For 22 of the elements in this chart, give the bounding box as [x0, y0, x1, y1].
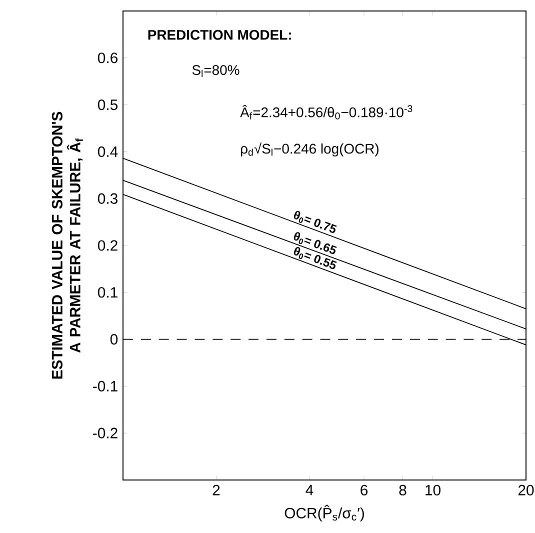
- x-tick-label: 8: [399, 484, 406, 496]
- x-tick-label: 2: [212, 484, 220, 496]
- text: θ$_{0}$= 0.75: [294, 210, 337, 233]
- y-tick-label: 0.1: [98, 287, 118, 298]
- y-tick-label: 0.2: [98, 240, 118, 251]
- y-tick-label: 0: [110, 334, 118, 345]
- annotation: S$_{l}$=80%: [192, 65, 240, 78]
- y-tick-label: 0.4: [98, 146, 118, 157]
- y-tick-label: 0.5: [98, 99, 118, 110]
- annotation: ρ$_{d}$√S$_{l}$−0.246 log(OCR): [240, 142, 378, 156]
- x-tick-label: 4: [306, 484, 314, 496]
- y-axis-title: ESTIMATED VALUE OF SKEMPTON'S A PARMETER AT FAILURE, Â$_{f}$: [52, 112, 83, 379]
- annotation: Â$_{f}$=2.34+0.56/θ$_{0}$−0.189·10$^{-3}$: [240, 104, 412, 120]
- x-tick-label: 20: [518, 484, 534, 496]
- x-tick-label: 6: [360, 484, 368, 496]
- annotation: PREDICTION MODEL:: [148, 30, 291, 40]
- x-tick-label: 10: [426, 484, 440, 496]
- y-tick-label: -0.1: [93, 380, 118, 392]
- y-tick-label: 0.6: [98, 52, 118, 64]
- y-tick-label: -0.2: [93, 428, 118, 438]
- x-axis-title: OCR(P̂$_{s}$/σ$_{c}$′): [284, 504, 364, 522]
- y-tick-label: 0.3: [98, 193, 118, 204]
